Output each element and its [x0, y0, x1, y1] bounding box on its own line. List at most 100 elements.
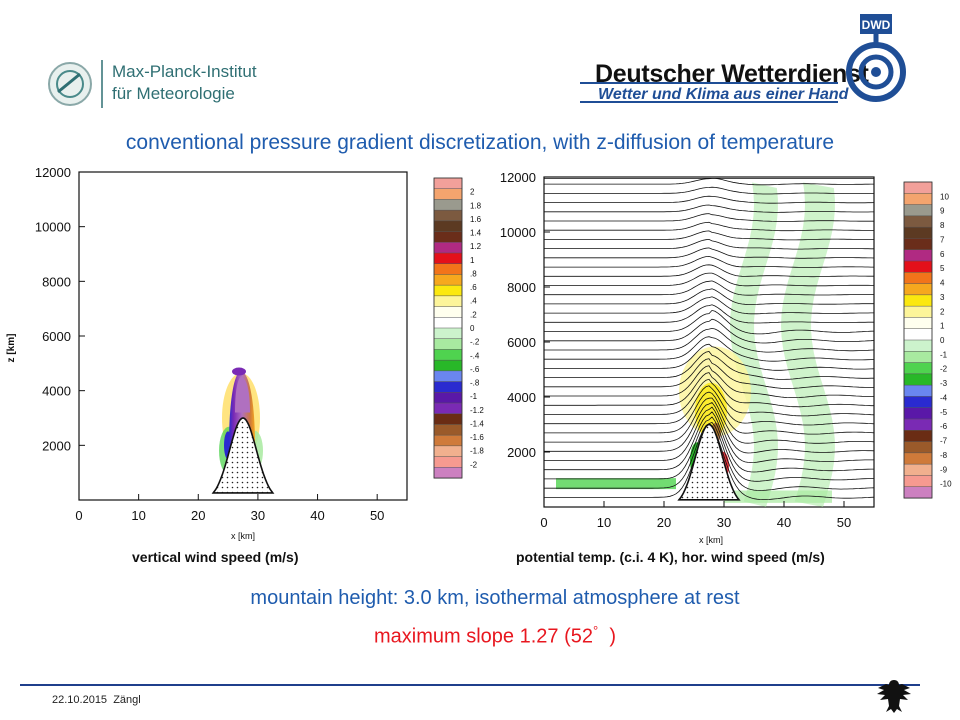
footer-rule [20, 684, 920, 686]
right-xtick-label: 0 [540, 515, 547, 530]
footer: 22.10.2015 Zängl [52, 694, 141, 706]
right-isentrope [544, 186, 874, 195]
left-xtick-label: 10 [131, 508, 145, 523]
right-xtick-label: 30 [717, 515, 731, 530]
dwd-logo: DWD [846, 14, 906, 102]
right-colorbar-swatch [903, 283, 933, 296]
left-ytick-label: 12000 [35, 165, 71, 180]
left-plume-cap [232, 367, 246, 376]
right-isentrope [544, 255, 874, 268]
right-colorbar-label: 5 [940, 264, 945, 273]
dwd-tagline: Wetter und Klima aus einer Hand [598, 86, 849, 103]
right-axes: 0 10 20 30 40 50 2000 4000 6000 8000 10000 12000 [500, 170, 851, 530]
footer-author: Zängl [113, 694, 141, 706]
right-isentrope [544, 247, 875, 259]
right-isentrope [544, 336, 875, 362]
right-colorbar-swatch [903, 215, 933, 228]
right-colorbar-label: -10 [940, 480, 952, 489]
right-lee-flow [724, 490, 832, 503]
right-colorbar-label: -4 [940, 394, 948, 403]
right-colorbar-swatch [903, 407, 933, 420]
right-isentrope [544, 358, 875, 389]
left-colorbar-label: -1 [470, 392, 478, 401]
right-isentrope [544, 238, 874, 250]
right-colorbar-label: -1 [940, 350, 948, 359]
right-colorbar-swatch [903, 463, 933, 476]
right-isentrope [544, 378, 875, 417]
right-colorbar-label: 8 [940, 221, 945, 230]
dwd-name: Deutscher Wetterdienst [595, 60, 869, 88]
right-colorbar-swatch [903, 181, 933, 194]
right-isentrope [544, 221, 874, 232]
right-low-level-jet [556, 478, 676, 490]
right-isentrope [544, 385, 875, 426]
caption-left: vertical wind speed (m/s) [132, 549, 299, 565]
left-colorbar-swatch [433, 338, 463, 350]
left-colorbar-swatch [433, 284, 463, 297]
left-colorbar-swatch [433, 209, 463, 222]
right-colorbar-label: -2 [940, 365, 948, 374]
left-colorbar-swatch [433, 327, 463, 340]
right-colorbar-swatch [903, 238, 933, 251]
right-colorbar-swatch [903, 486, 933, 499]
left-plume-core [235, 377, 250, 413]
left-colorbar-label: .4 [470, 297, 477, 306]
right-isentrope [544, 406, 874, 464]
right-isentrope [544, 280, 875, 296]
right-xlabel: x [km] [699, 535, 723, 545]
caption-right: potential temp. (c.i. 4 K), hor. wind sp… [516, 549, 825, 565]
right-ytick-label: 10000 [500, 225, 536, 240]
left-colorbar-label: -.8 [470, 379, 480, 388]
left-colorbar-swatch [433, 456, 463, 468]
left-colorbar-swatch [433, 188, 463, 200]
left-colorbar-label: -.6 [470, 365, 480, 374]
left-wind-field [211, 367, 275, 494]
left-ytick-label: 2000 [42, 438, 71, 453]
left-colorbar-swatch [433, 445, 463, 458]
right-colorbar-label: -8 [940, 451, 948, 460]
left-colorbar-swatch [433, 359, 463, 372]
right-ytick-label: 2000 [507, 445, 536, 460]
right-isentrope [544, 195, 875, 204]
right-colorbar-swatch [903, 452, 933, 465]
right-isentrope [544, 296, 874, 315]
right-xtick-label: 20 [657, 515, 671, 530]
left-colorbar-label: -2 [470, 460, 478, 469]
right-colorbar-label: 4 [940, 279, 945, 288]
mpi-name-line2: für Meteorologie [112, 84, 235, 103]
right-wind-band-1 [730, 182, 778, 507]
right-colorbar-swatch [903, 317, 933, 330]
right-colorbar-label: 3 [940, 293, 945, 302]
left-colorbar-label: -1.8 [470, 447, 484, 456]
right-colorbar-label: 7 [940, 236, 945, 245]
right-colorbar-swatch [903, 305, 933, 318]
right-colorbar-label: -6 [940, 422, 948, 431]
left-colorbar-swatch [433, 424, 463, 436]
left-xtick-label: 20 [191, 508, 205, 523]
dwd-badge-text: DWD [862, 18, 891, 32]
left-colorbar-label: .2 [470, 310, 477, 319]
left-colorbar-swatch [433, 242, 463, 254]
right-colorbar-label: 2 [940, 307, 945, 316]
right-wind-band-2 [781, 182, 835, 507]
right-colorbar-swatch [903, 362, 933, 375]
right-isentrope [544, 397, 875, 444]
right-ytick-label: 4000 [507, 390, 536, 405]
right-colorbar-swatch [903, 475, 933, 488]
left-ytick-label: 10000 [35, 220, 71, 235]
degree-symbol: ° [593, 623, 599, 638]
left-colorbar-swatch [433, 381, 463, 393]
left-ylabel: z [km] [6, 334, 17, 363]
left-colorbar-label: .8 [470, 270, 477, 279]
right-colorbar-swatch [903, 430, 933, 443]
right-colorbar-swatch [903, 441, 933, 454]
left-colorbar-swatch [433, 263, 463, 275]
right-isentrope [544, 309, 875, 335]
left-axes: 0 10 20 30 40 50 2000 4000 6000 8000 10000 12000 [35, 165, 385, 523]
right-xtick-label: 50 [837, 515, 851, 530]
left-ytick-label: 6000 [42, 329, 71, 344]
right-colorbar-swatch [903, 260, 933, 273]
right-isentrope [544, 204, 874, 213]
right-colorbar-label: -3 [940, 379, 948, 388]
